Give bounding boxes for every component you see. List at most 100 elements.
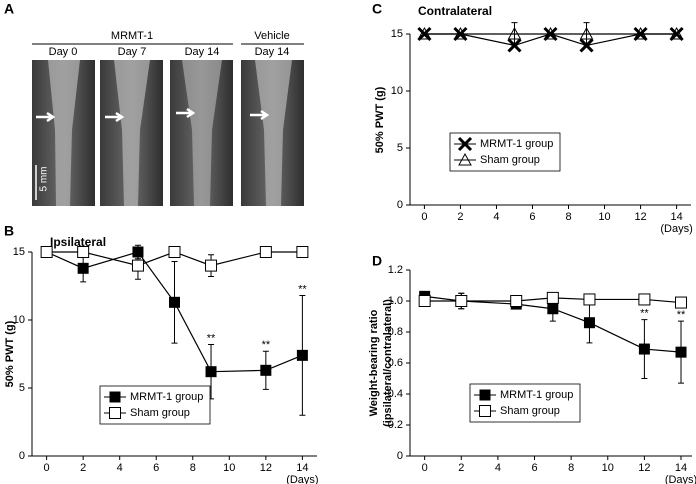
chart-title: Ipsilateral <box>50 235 106 249</box>
marker <box>507 26 522 40</box>
marker <box>579 38 594 53</box>
annotation: ** <box>262 339 271 351</box>
marker <box>453 26 468 40</box>
y-tick-label: 10 <box>391 85 403 97</box>
y-tick-label: 0 <box>397 199 403 211</box>
x-tick-label: 0 <box>422 462 428 474</box>
x-tick-label: 8 <box>190 462 196 474</box>
marker <box>260 364 272 376</box>
x-tick-label: 4 <box>493 211 499 223</box>
y-axis-label: 50% PWT (g) <box>4 320 16 387</box>
marker <box>675 296 688 309</box>
marker <box>458 152 472 166</box>
x-axis-label: (Days) <box>286 474 318 484</box>
marker <box>457 136 473 152</box>
chart: B Ipsilateral 50% PWT (g) 0 5 10 15 0 2 4 6 8 10 12 14… <box>4 223 319 484</box>
y-tick-label: 0 <box>397 450 403 462</box>
xray <box>100 60 163 206</box>
y-axis-label: Weight-bearing ratio <box>368 309 380 416</box>
x-tick-label: 2 <box>458 462 464 474</box>
x-tick-label: 10 <box>598 211 610 223</box>
legend-label: Sham group <box>130 407 190 419</box>
marker <box>169 296 180 308</box>
y-axis-label: (ipsilateral/contralateral) <box>382 299 394 427</box>
marker <box>546 291 559 304</box>
legend-label: MRMT-1 group <box>480 138 553 150</box>
panel-label: D <box>372 253 382 269</box>
y-tick-label: 10 <box>13 314 25 326</box>
legend-label: MRMT-1 group <box>500 389 573 401</box>
x-tick-label: 14 <box>670 211 682 223</box>
annotation: ** <box>298 283 307 295</box>
marker <box>132 246 144 258</box>
marker <box>638 343 650 355</box>
x-tick-label: 12 <box>260 462 272 474</box>
marker <box>296 246 309 258</box>
marker <box>259 246 272 258</box>
marker <box>669 26 684 40</box>
day-label: Day 0 <box>49 46 78 58</box>
marker <box>109 391 121 403</box>
marker <box>417 26 432 42</box>
marker <box>40 246 53 258</box>
x-tick-label: 14 <box>296 462 308 474</box>
annotation: ** <box>677 309 686 321</box>
xray <box>170 60 233 206</box>
marker <box>579 26 594 40</box>
x-tick-label: 2 <box>457 211 463 223</box>
marker <box>507 38 522 53</box>
y-tick-label: 5 <box>397 142 403 154</box>
x-tick-label: 14 <box>675 462 687 474</box>
marker <box>455 295 468 307</box>
xray-images: 5 mm <box>32 60 304 206</box>
x-tick-label: 10 <box>602 462 614 474</box>
marker <box>296 349 308 361</box>
x-tick-label: 12 <box>634 211 646 223</box>
legend-label: MRMT-1 group <box>130 391 203 403</box>
xray <box>241 60 304 206</box>
marker <box>479 405 491 417</box>
marker <box>543 26 558 42</box>
x-tick-label: 0 <box>44 462 50 474</box>
x-tick-label: 8 <box>565 211 571 223</box>
x-tick-label: 6 <box>531 462 537 474</box>
marker <box>638 293 651 306</box>
x-tick-label: 6 <box>529 211 535 223</box>
y-tick-label: 1.2 <box>388 264 403 276</box>
y-tick-label: 5 <box>19 382 25 394</box>
y-axis-label: 50% PWT (g) <box>374 86 386 153</box>
y-tick-label: 0.8 <box>388 326 403 338</box>
marker <box>675 346 687 358</box>
chart: D Weight-bearing ratio (ipsilateral/contra… <box>368 253 696 484</box>
group-label: Vehicle <box>254 30 289 42</box>
marker <box>168 246 181 258</box>
marker <box>479 389 491 401</box>
annotation: ** <box>207 332 216 344</box>
marker <box>205 259 218 272</box>
x-tick-label: 10 <box>223 462 235 474</box>
x-tick-label: 2 <box>80 462 86 474</box>
marker <box>453 26 468 42</box>
x-tick-label: 4 <box>117 462 123 474</box>
marker <box>131 259 144 272</box>
marker <box>77 262 89 274</box>
x-tick-label: 8 <box>568 462 574 474</box>
marker <box>109 407 121 419</box>
marker <box>583 317 595 329</box>
panel-label: A <box>4 1 14 17</box>
marker <box>633 26 648 40</box>
day-label: Day 14 <box>185 46 220 58</box>
marker <box>669 26 684 42</box>
x-tick-label: 4 <box>495 462 501 474</box>
annotation: ** <box>640 308 649 320</box>
marker <box>418 295 431 307</box>
y-tick-label: 1.0 <box>388 295 403 307</box>
y-tick-label: 0.2 <box>388 419 403 431</box>
x-axis-label: (Days) <box>665 474 696 484</box>
y-tick-label: 15 <box>13 246 25 258</box>
day-label: Day 7 <box>118 46 147 58</box>
xray: 5 mm <box>32 60 95 206</box>
group-label: MRMT-1 <box>111 30 153 42</box>
panel-label: C <box>372 1 382 17</box>
